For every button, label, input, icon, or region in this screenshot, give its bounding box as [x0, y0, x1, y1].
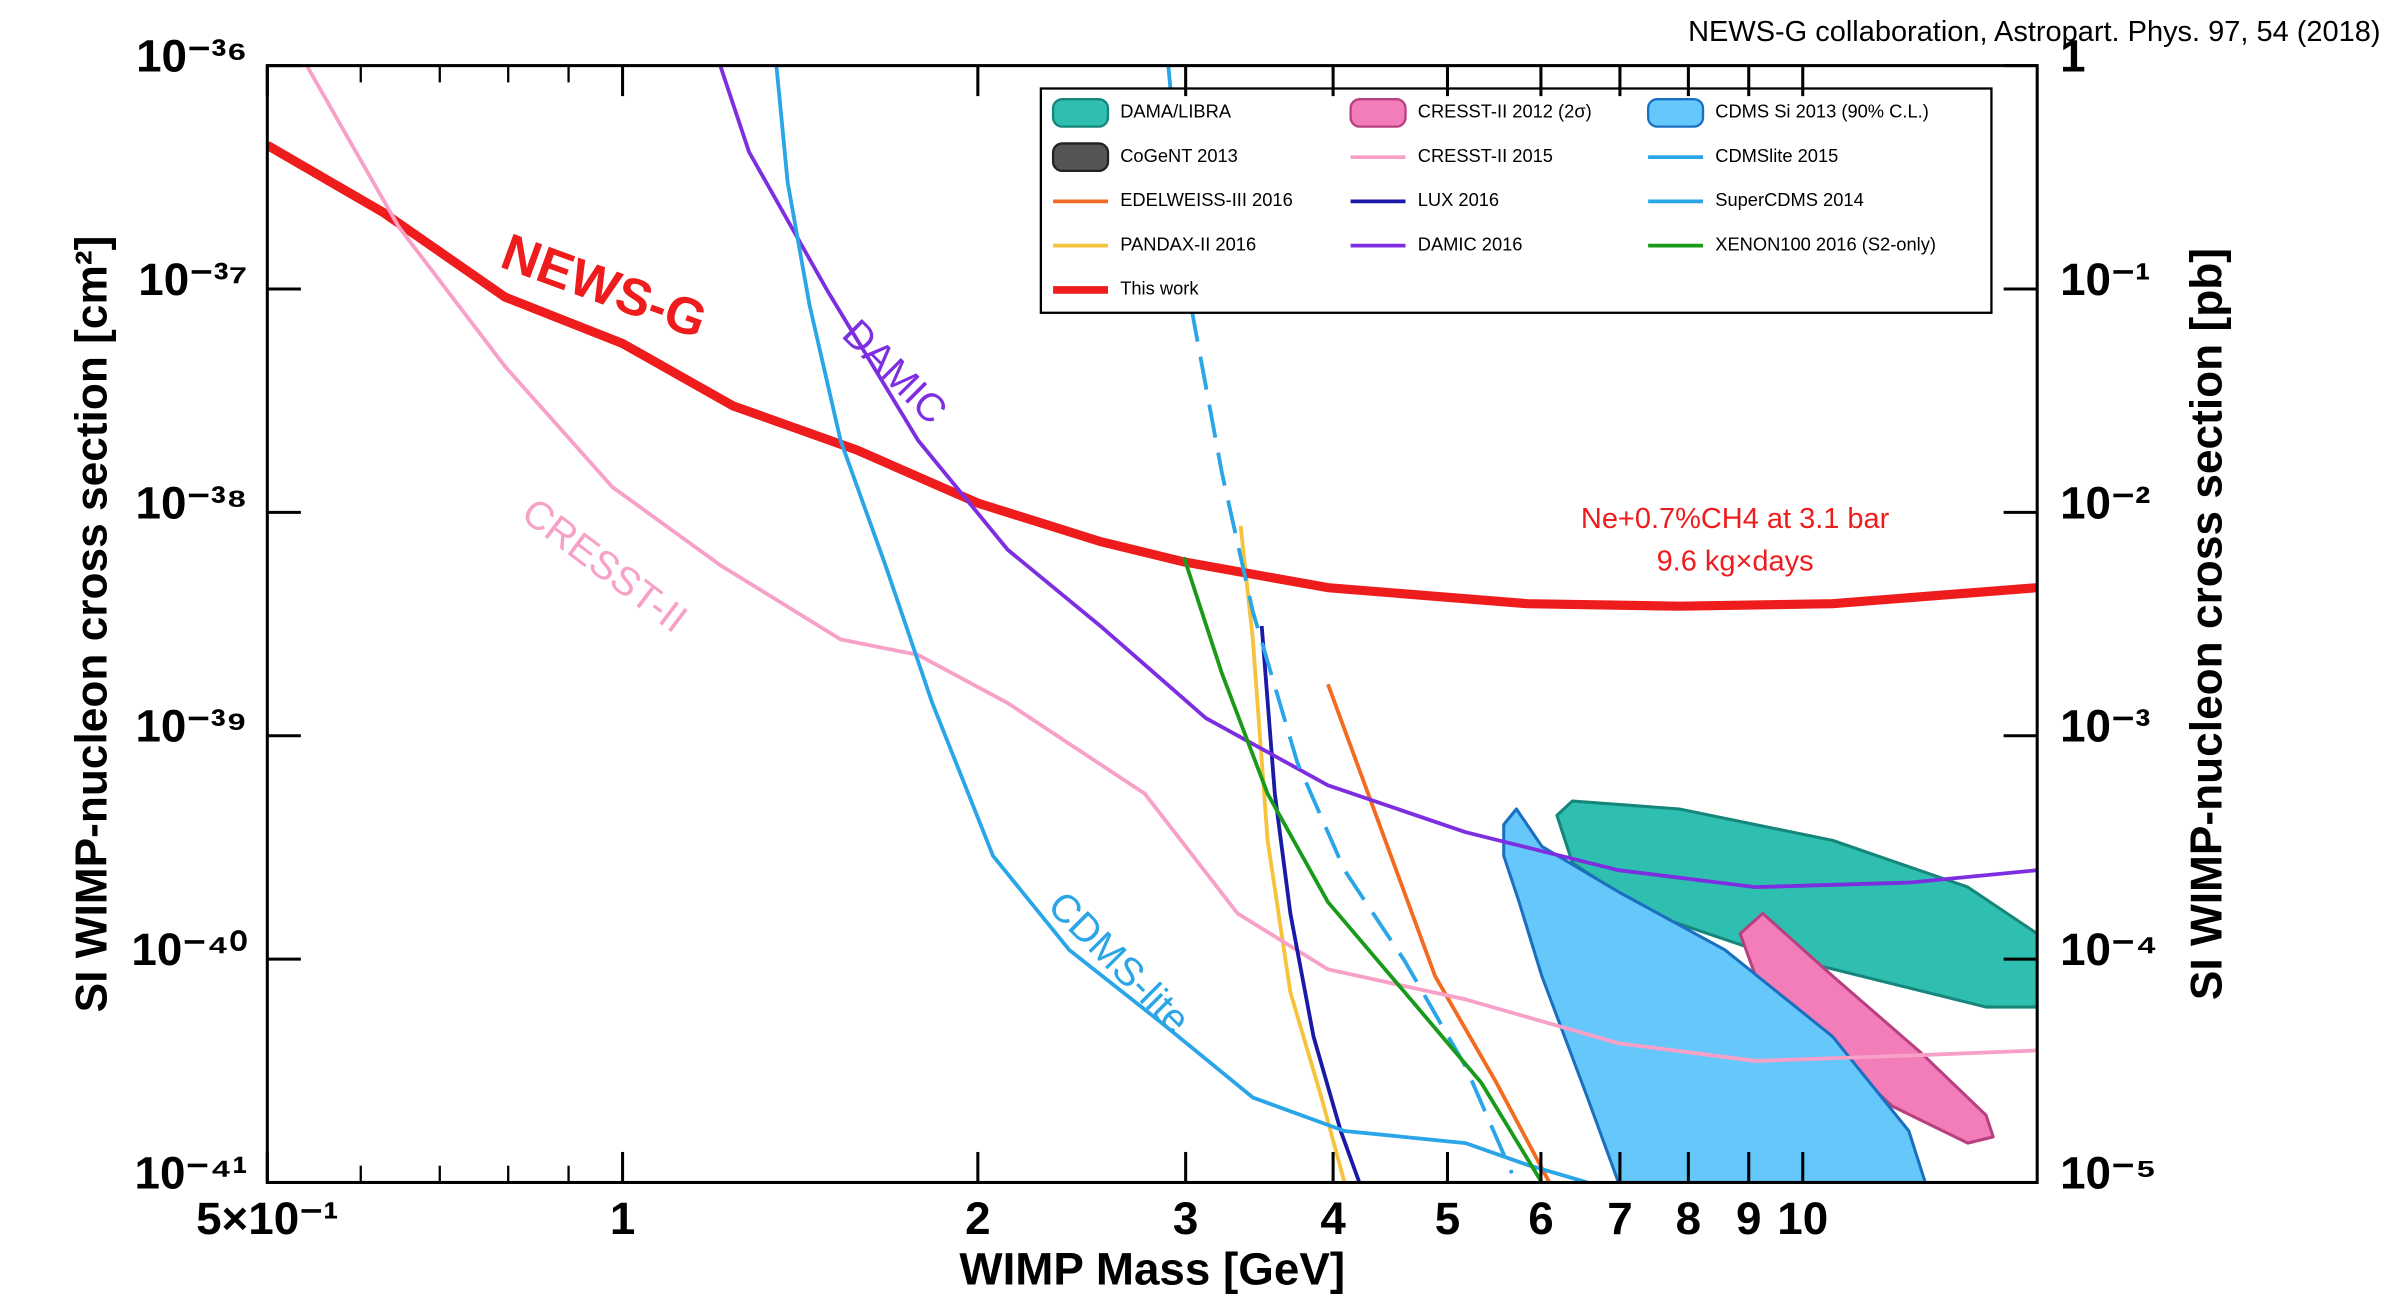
y2-tick-label: 10⁻⁵	[2060, 1147, 2157, 1198]
legend-label: CRESST-II 2015	[1418, 145, 1553, 166]
x-tick-label: 1	[610, 1193, 635, 1244]
legend-swatch	[1646, 98, 1705, 128]
legend-label: CDMS Si 2013 (90% C.L.)	[1715, 101, 1929, 122]
x-tick-label: 10	[1777, 1193, 1828, 1244]
legend-label: EDELWEISS-III 2016	[1120, 189, 1293, 210]
legend-swatch	[1349, 98, 1407, 128]
y2-tick-label: 1	[2060, 31, 2085, 82]
x-tick-label: 3	[1173, 1193, 1198, 1244]
legend-label: CDMSlite 2015	[1715, 145, 1838, 166]
legend-label: CoGeNT 2013	[1120, 145, 1238, 166]
y2-axis-title: SI WIMP-nucleon cross section [pb]	[2182, 248, 2231, 1000]
x-tick-label: 8	[1676, 1193, 1701, 1244]
y2-tick-label: 10⁻⁴	[2060, 924, 2158, 975]
x-tick-label: 7	[1607, 1193, 1632, 1244]
series-line	[267, 141, 2038, 611]
legend-label: DAMA/LIBRA	[1120, 101, 1232, 122]
y-tick-label: 10⁻⁴¹	[135, 1147, 248, 1198]
legend-label: DAMIC 2016	[1418, 233, 1523, 254]
x-tick-label: 5	[1435, 1193, 1460, 1244]
y-tick-label: 10⁻³⁶	[136, 31, 247, 82]
x-axis-title: WIMP Mass [GeV]	[959, 1244, 1345, 1295]
plot-frame	[265, 64, 2039, 1184]
legend-label: CRESST-II 2012 (2σ)	[1418, 101, 1592, 122]
annotation: DAMIC	[834, 311, 955, 432]
annotation: CDMS-lite	[1040, 883, 1199, 1042]
y-tick-label: 10⁻⁴⁰	[131, 924, 247, 975]
source: NEWS-G collaboration, Astropart. Phys. 9…	[1688, 16, 2380, 48]
series-line	[1238, 525, 1347, 1183]
series-line	[1326, 683, 1552, 1183]
annotation: NEWS-G	[494, 222, 714, 349]
x-tick-label: 4	[1320, 1193, 1346, 1244]
series-line	[1166, 65, 1514, 1174]
y2-tick-label: 10⁻²	[2060, 477, 2150, 528]
y-tick-label: 10⁻³⁷	[138, 254, 247, 305]
legend-label: LUX 2016	[1418, 189, 1499, 210]
series-line	[774, 65, 1588, 1183]
y-axis-title: SI WIMP-nucleon cross section [cm²]	[68, 236, 117, 1013]
x-tick-label: 6	[1528, 1193, 1553, 1244]
y2-tick-label: 10⁻³	[2060, 701, 2150, 752]
legend-label: XENON100 2016 (S2-only)	[1715, 233, 1936, 254]
annotation: CRESST-II	[514, 490, 695, 642]
x-tick-label: 9	[1736, 1193, 1761, 1244]
legend-swatch	[1051, 98, 1110, 128]
legend-label: SuperCDMS 2014	[1715, 189, 1863, 210]
y-tick-label: 10⁻³⁹	[135, 701, 247, 752]
series-line	[1182, 556, 1544, 1183]
annotation: Ne+0.7%CH4 at 3.1 bar	[1581, 503, 1890, 535]
plot-area	[267, 65, 2038, 1183]
x-tick-label: 5×10⁻¹	[196, 1193, 338, 1244]
legend-label: PANDAX-II 2016	[1120, 233, 1256, 254]
legend-label: This work	[1120, 278, 1199, 299]
series-line	[305, 65, 2038, 1063]
x-tick-label: 2	[965, 1193, 990, 1244]
series-line	[718, 65, 2038, 890]
annotation: 9.6 kg×days	[1657, 546, 1814, 578]
y-tick-label: 10⁻³⁸	[136, 477, 248, 528]
y2-tick-label: 10⁻¹	[2060, 254, 2150, 305]
series-line	[1259, 625, 1362, 1183]
legend-swatch	[1051, 142, 1110, 173]
legend	[1039, 87, 1993, 314]
